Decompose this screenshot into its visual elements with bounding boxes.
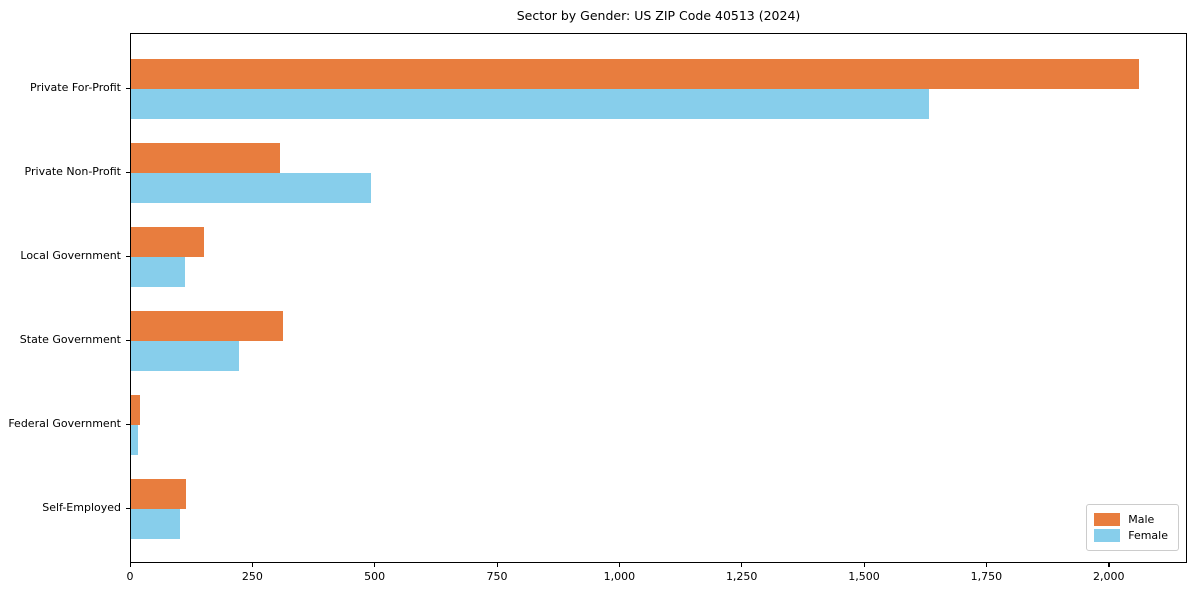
y-axis-label-private-for-profit: Private For-Profit [30,81,121,94]
legend-swatch-female [1094,529,1121,542]
y-axis-label-self-employed: Self-Employed [42,501,121,514]
x-axis-tick-label: 1,500 [848,570,880,583]
bar-male-federal-government [131,395,140,425]
legend-swatch-male [1094,513,1121,526]
bar-male-state-government [131,311,283,341]
legend-label-male: Male [1128,513,1155,526]
bar-female-self-employed [131,509,180,539]
legend-item-male: Male [1094,513,1168,526]
x-tick-mark [618,563,621,567]
x-axis-tick-label: 1,250 [725,570,758,583]
x-tick-mark [496,563,498,567]
x-axis-tick-label: 0 [126,570,134,583]
y-axis-label-federal-government: Federal Government [8,417,121,430]
x-tick-mark [374,563,376,567]
x-tick-mark [863,563,865,567]
y-tick-mark [126,87,130,89]
y-axis-label-local-government: Local Government [20,249,121,262]
legend-item-female: Female [1094,529,1168,542]
bar-female-private-for-profit [131,89,929,119]
x-axis-tick-label: 1,000 [603,570,636,583]
x-axis-tick-label: 750 [486,570,508,583]
legend-label-female: Female [1128,529,1168,542]
y-axis-label-state-government: State Government [19,333,121,346]
y-tick-mark [126,255,130,257]
bar-male-self-employed [131,479,186,509]
x-tick-mark [129,563,131,567]
legend: Male Female [1086,504,1179,551]
y-tick-mark [126,423,130,425]
y-tick-mark [126,171,130,173]
bar-male-private-non-profit [131,143,281,173]
x-tick-mark [985,563,988,567]
x-axis-tick-label: 1,750 [970,570,1003,583]
bar-male-local-government [131,227,205,257]
bar-male-private-for-profit [131,59,1140,89]
y-axis-label-private-non-profit: Private Non-Profit [24,165,121,178]
y-tick-mark [126,339,130,341]
bar-female-federal-government [131,425,139,455]
bar-female-state-government [131,341,239,371]
x-tick-mark [251,563,254,567]
x-axis-tick-label: 500 [364,570,386,583]
plot-area: Male Female [130,33,1187,563]
x-tick-mark [1108,563,1110,567]
bar-female-local-government [131,257,185,287]
x-axis-tick-label: 2,000 [1092,570,1125,583]
bar-female-private-non-profit [131,173,371,203]
chart-title: Sector by Gender: US ZIP Code 40513 (202… [516,8,801,23]
x-tick-mark [741,563,743,567]
x-axis-tick-label: 250 [241,570,263,583]
y-tick-mark [126,507,130,509]
